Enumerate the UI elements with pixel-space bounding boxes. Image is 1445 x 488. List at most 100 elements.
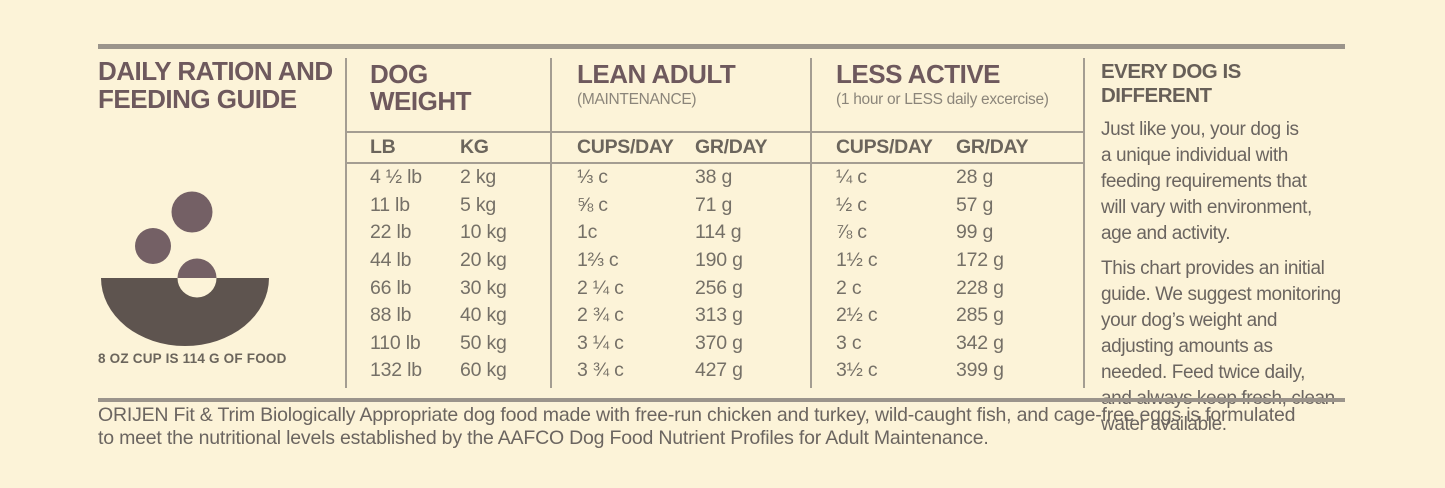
table-row: ½ c 57 g xyxy=(836,192,1083,220)
less-grams-cell: 399 g xyxy=(956,359,1004,382)
table-row: 3 c 342 g xyxy=(836,330,1083,358)
lean-adult-subtitle: (MAINTENANCE) xyxy=(577,91,697,108)
column-less-active: LESS ACTIVE (1 hour or LESS daily excerc… xyxy=(810,58,1083,388)
table-row: 2 c 228 g xyxy=(836,274,1083,302)
header-divider-line xyxy=(552,131,810,133)
dog-bowl-icon xyxy=(100,190,270,348)
weight-kg-cell: 20 kg xyxy=(460,249,507,272)
table-row: 44 lb 20 kg xyxy=(370,247,550,275)
cup-equivalence-note: 8 OZ CUP IS 114 G OF FOOD xyxy=(98,351,287,366)
lean-cups-cell: 1⅔ c xyxy=(577,249,619,272)
less-cups-cell: ½ c xyxy=(836,193,867,216)
lean-cups-cell: 2 ¼ c xyxy=(577,276,624,299)
col-header-cups: CUPS/DAY xyxy=(836,136,933,158)
lean-grams-cell: 256 g xyxy=(695,276,743,299)
table-row: ⅝ c 71 g xyxy=(577,192,810,220)
less-grams-cell: 172 g xyxy=(956,249,1004,272)
table-row: 66 lb 30 kg xyxy=(370,274,550,302)
page-title: DAILY RATION AND FEEDING GUIDE xyxy=(98,56,333,114)
table-row: ⅓ c 38 g xyxy=(577,164,810,192)
weight-kg-cell: 50 kg xyxy=(460,331,507,354)
less-cups-cell: 1½ c xyxy=(836,249,878,272)
lean-grams-cell: 38 g xyxy=(695,166,733,189)
header-divider-line xyxy=(811,131,1083,133)
info-panel: EVERY DOG IS DIFFERENT Just like you, yo… xyxy=(1083,58,1347,435)
feeding-table: DOG WEIGHT LB KG 4 ½ lb 2 kg 11 lb 5 kg 22 l… xyxy=(345,58,1083,388)
table-row: 1½ c 172 g xyxy=(836,247,1083,275)
col-header-kg: KG xyxy=(460,136,489,158)
column-lean-adult: LEAN ADULT (MAINTENANCE) CUPS/DAY GR/DAY… xyxy=(550,58,810,388)
weight-kg-cell: 30 kg xyxy=(460,276,507,299)
table-row: 22 lb 10 kg xyxy=(370,219,550,247)
kibble-circle xyxy=(171,191,213,233)
table-row: ⅞ c 99 g xyxy=(836,219,1083,247)
lean-grams-cell: 190 g xyxy=(695,249,743,272)
weight-lb-cell: 88 lb xyxy=(370,304,412,327)
kibble-circle xyxy=(135,228,171,264)
weight-lb-cell: 132 lb xyxy=(370,359,422,382)
weight-lb-cell: 66 lb xyxy=(370,276,412,299)
header-divider-line xyxy=(811,162,1083,164)
lean-cups-cell: 2 ¾ c xyxy=(577,304,624,327)
table-row: 132 lb 60 kg xyxy=(370,357,550,385)
weight-rows: 4 ½ lb 2 kg 11 lb 5 kg 22 lb 10 kg 44 lb 20 kg 6… xyxy=(370,164,550,385)
top-divider-rule xyxy=(98,44,1345,49)
lean-cups-cell: 3 ¾ c xyxy=(577,359,624,382)
table-row: 2 ¼ c 256 g xyxy=(577,274,810,302)
lean-cups-cell: ⅝ c xyxy=(577,193,608,216)
table-row: 3 ¼ c 370 g xyxy=(577,330,810,358)
less-active-header: LESS ACTIVE xyxy=(836,59,1001,89)
table-row: 110 lb 50 kg xyxy=(370,330,550,358)
less-cups-cell: 2½ c xyxy=(836,304,878,327)
table-row: 88 lb 40 kg xyxy=(370,302,550,330)
col-header-lb: LB xyxy=(370,136,396,158)
lean-grams-cell: 313 g xyxy=(695,304,743,327)
column-group-header: LESS ACTIVE (1 hour or LESS daily excerc… xyxy=(836,58,1083,131)
info-paragraph-1: Just like you, your dog is a unique indi… xyxy=(1101,119,1312,244)
weight-lb-cell: 22 lb xyxy=(370,221,412,244)
weight-lb-cell: 110 lb xyxy=(370,331,421,354)
less-active-rows: ¼ c 28 g ½ c 57 g ⅞ c 99 g 1½ c 172 g 2 c 228 g 2½… xyxy=(836,164,1083,385)
kibble-half xyxy=(177,258,217,278)
weight-kg-cell: 40 kg xyxy=(460,304,507,327)
col-header-cups: CUPS/DAY xyxy=(577,136,674,158)
less-grams-cell: 99 g xyxy=(956,221,994,244)
less-grams-cell: 285 g xyxy=(956,304,1004,327)
less-cups-cell: 3½ c xyxy=(836,359,878,382)
weight-lb-cell: 11 lb xyxy=(370,193,410,216)
weight-kg-cell: 2 kg xyxy=(460,166,497,189)
weight-lb-cell: 4 ½ lb xyxy=(370,166,422,189)
weight-kg-cell: 60 kg xyxy=(460,359,507,382)
table-row: 1⅔ c 190 g xyxy=(577,247,810,275)
lean-cups-cell: 1c xyxy=(577,221,598,244)
col-header-grams: GR/DAY xyxy=(956,136,1029,158)
less-grams-cell: 57 g xyxy=(956,193,994,216)
bowl-shape xyxy=(101,278,269,346)
sub-header-row: LB KG xyxy=(370,133,550,162)
header-divider-line xyxy=(345,131,550,133)
lean-grams-cell: 71 g xyxy=(695,193,733,216)
less-grams-cell: 228 g xyxy=(956,276,1004,299)
lean-adult-rows: ⅓ c 38 g ⅝ c 71 g 1c 114 g 1⅔ c 190 g 2 ¼ c 256 g… xyxy=(577,164,810,385)
less-cups-cell: ¼ c xyxy=(836,166,867,189)
column-group-header: LEAN ADULT (MAINTENANCE) xyxy=(577,58,810,131)
aafco-statement: ORIJEN Fit & Trim Biologically Appropria… xyxy=(98,404,1296,449)
lean-cups-cell: ⅓ c xyxy=(577,166,608,189)
lean-adult-header: LEAN ADULT xyxy=(577,59,736,89)
table-row: 1c 114 g xyxy=(577,219,810,247)
column-group-header: DOG WEIGHT xyxy=(370,58,550,131)
col-header-grams: GR/DAY xyxy=(695,136,768,158)
less-cups-cell: ⅞ c xyxy=(836,221,867,244)
less-grams-cell: 342 g xyxy=(956,331,1004,354)
lean-grams-cell: 114 g xyxy=(695,221,742,244)
column-dog-weight: DOG WEIGHT LB KG 4 ½ lb 2 kg 11 lb 5 kg 22 l… xyxy=(345,58,550,388)
less-cups-cell: 3 c xyxy=(836,331,862,354)
header-divider-line xyxy=(552,162,810,164)
less-grams-cell: 28 g xyxy=(956,166,994,189)
sub-header-row: CUPS/DAY GR/DAY xyxy=(577,133,810,162)
lean-grams-cell: 370 g xyxy=(695,331,743,354)
info-heading: EVERY DOG IS DIFFERENT xyxy=(1101,60,1241,107)
table-row: 3 ¾ c 427 g xyxy=(577,357,810,385)
weight-kg-cell: 5 kg xyxy=(460,193,497,216)
dog-weight-header: DOG WEIGHT xyxy=(370,59,472,116)
